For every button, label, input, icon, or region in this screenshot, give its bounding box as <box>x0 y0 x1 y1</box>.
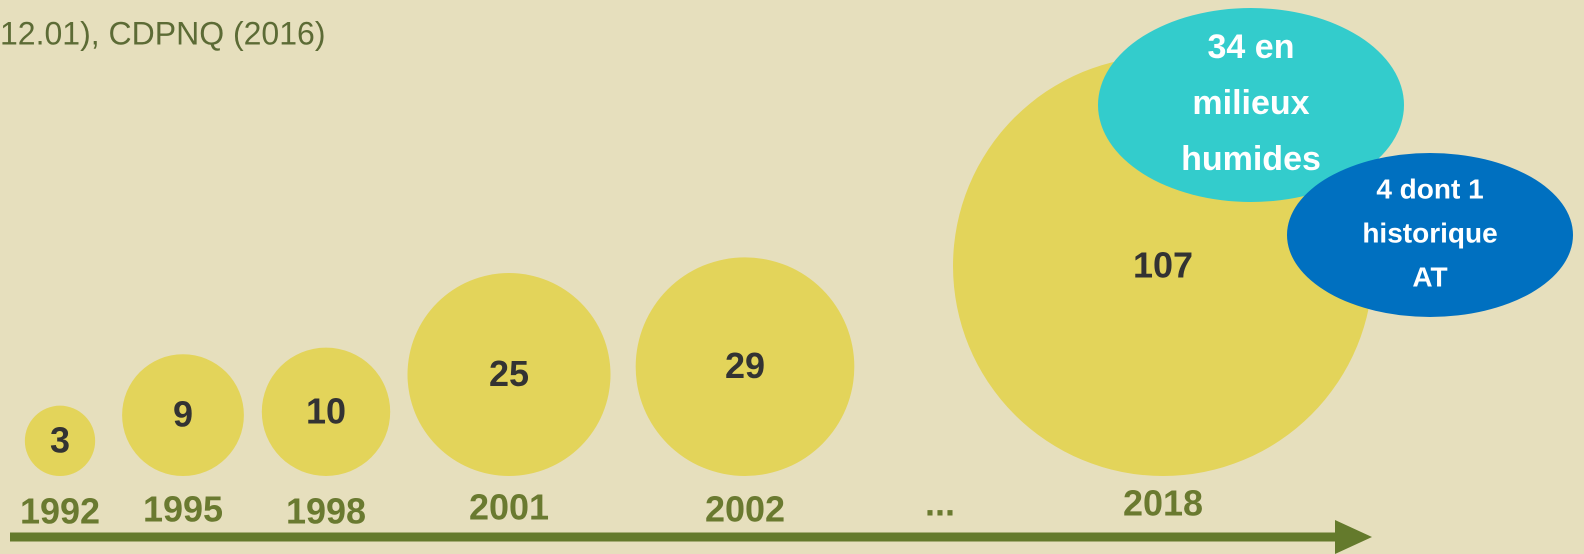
gap-label: ... <box>925 483 955 524</box>
year-label: 2001 <box>469 487 549 528</box>
arrow-head <box>1335 520 1372 554</box>
value-label: 3 <box>50 419 70 460</box>
value-label: 29 <box>725 345 765 386</box>
bubble <box>635 257 855 476</box>
year-label: 2018 <box>1123 483 1203 524</box>
bubble <box>122 354 244 476</box>
value-label: 10 <box>306 390 346 431</box>
bubble <box>407 273 611 476</box>
bubble <box>24 405 96 476</box>
annotation-text: 34 en <box>1208 28 1295 66</box>
annotation-text: humides <box>1181 140 1321 178</box>
annotation-text: milieux <box>1192 84 1309 122</box>
year-label: 1995 <box>143 489 223 530</box>
annotation-text: historique <box>1362 217 1497 248</box>
bubble <box>261 347 391 476</box>
year-label: 1998 <box>286 491 366 532</box>
value-label: 25 <box>489 353 529 394</box>
year-label: 2002 <box>705 489 785 530</box>
value-label: 9 <box>173 394 193 435</box>
annotation-text: 4 dont 1 <box>1376 173 1483 204</box>
annotation-bubble <box>1098 8 1404 202</box>
value-label: 107 <box>1133 245 1193 286</box>
annotation-bubble <box>1287 153 1573 317</box>
year-label: 1992 <box>20 491 100 532</box>
annotation-text: AT <box>1412 261 1447 292</box>
source-text: 12.01), CDPNQ (2016) <box>0 15 325 51</box>
